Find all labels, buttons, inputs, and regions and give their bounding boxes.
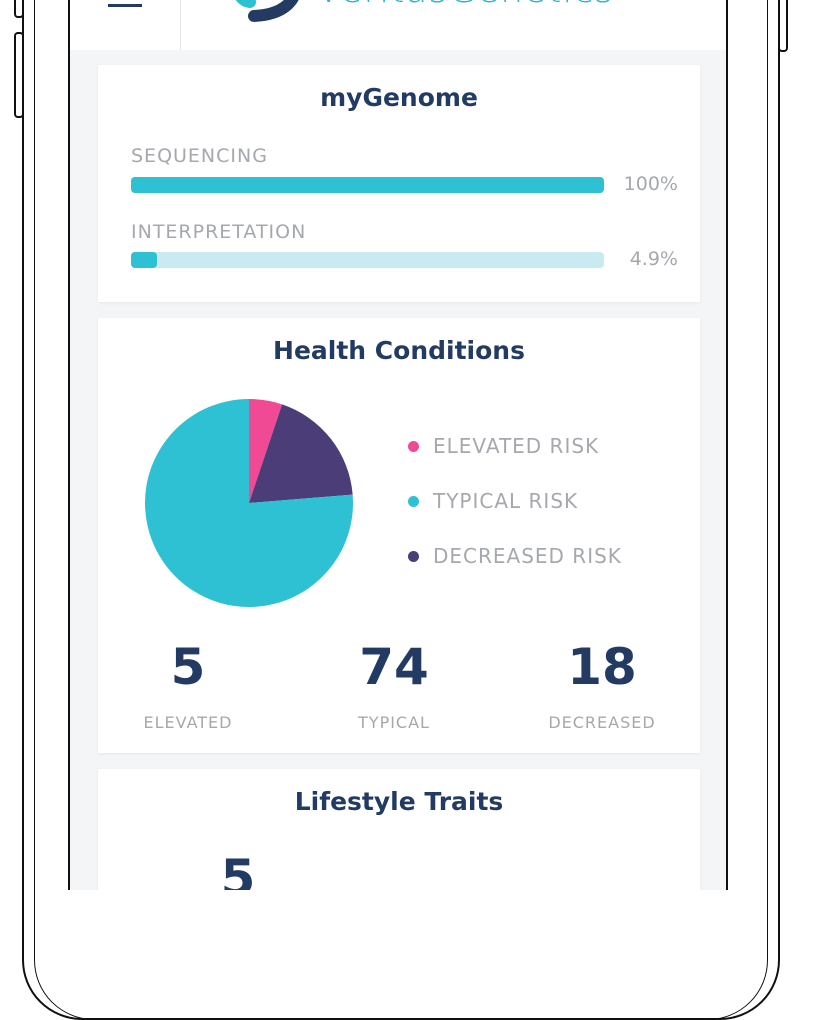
pie-slice-typical-risk [145,399,353,607]
card-title: Health Conditions [273,336,525,365]
interpretation-progress [131,252,604,268]
interpretation-label: INTERPRETATION [131,221,307,243]
legend-elevated: ELEVATED RISK [408,434,599,458]
logo-icon [235,0,299,22]
decreased-count: 18 [567,638,637,696]
legend-dot [408,495,419,507]
sequencing-progress [131,177,604,193]
phone-side-button [14,0,24,18]
app-header: veritasGenetics [70,0,726,50]
sequencing-value: 100% [623,173,678,195]
sequencing-label: SEQUENCING [131,145,268,167]
card-title: Lifestyle Traits [294,787,504,816]
legend-dot [408,550,419,562]
header-divider [180,0,181,50]
legend-label: TYPICAL RISK [433,489,579,513]
lifestyle-count: 5 [220,849,256,890]
lifestyle-traits-card[interactable]: Lifestyle Traits 5 [98,769,700,890]
legend-typical: TYPICAL RISK [408,489,578,513]
health-conditions-card[interactable]: Health Conditions ELEVATED RISK TYPICAL … [98,318,700,753]
logo-text: veritasGenetics [318,0,614,11]
interpretation-value: 4.9% [629,248,678,270]
legend-decreased: DECREASED RISK [408,544,622,568]
typical-count: 74 [359,638,429,696]
phone-power-button [778,0,788,52]
risk-pie-chart [145,399,353,607]
legend-label: ELEVATED RISK [433,434,600,458]
elevated-label: ELEVATED [143,713,233,732]
phone-volume-button [14,32,24,118]
card-title: myGenome [320,83,478,112]
legend-dot [408,440,419,452]
legend-label: DECREASED RISK [433,544,622,568]
elevated-count: 5 [170,638,206,696]
decreased-label: DECREASED [548,713,656,732]
typical-label: TYPICAL [358,713,430,732]
mygenome-card[interactable]: myGenome SEQUENCING 100% INTERPRETATION … [98,65,700,302]
pie-slice-elevated-risk [249,399,283,503]
pie-slice-decreased-risk [249,404,353,503]
app-screen: veritasGenetics myGenome SEQUENCING 100%… [68,0,728,890]
hamburger-icon[interactable] [108,0,144,10]
